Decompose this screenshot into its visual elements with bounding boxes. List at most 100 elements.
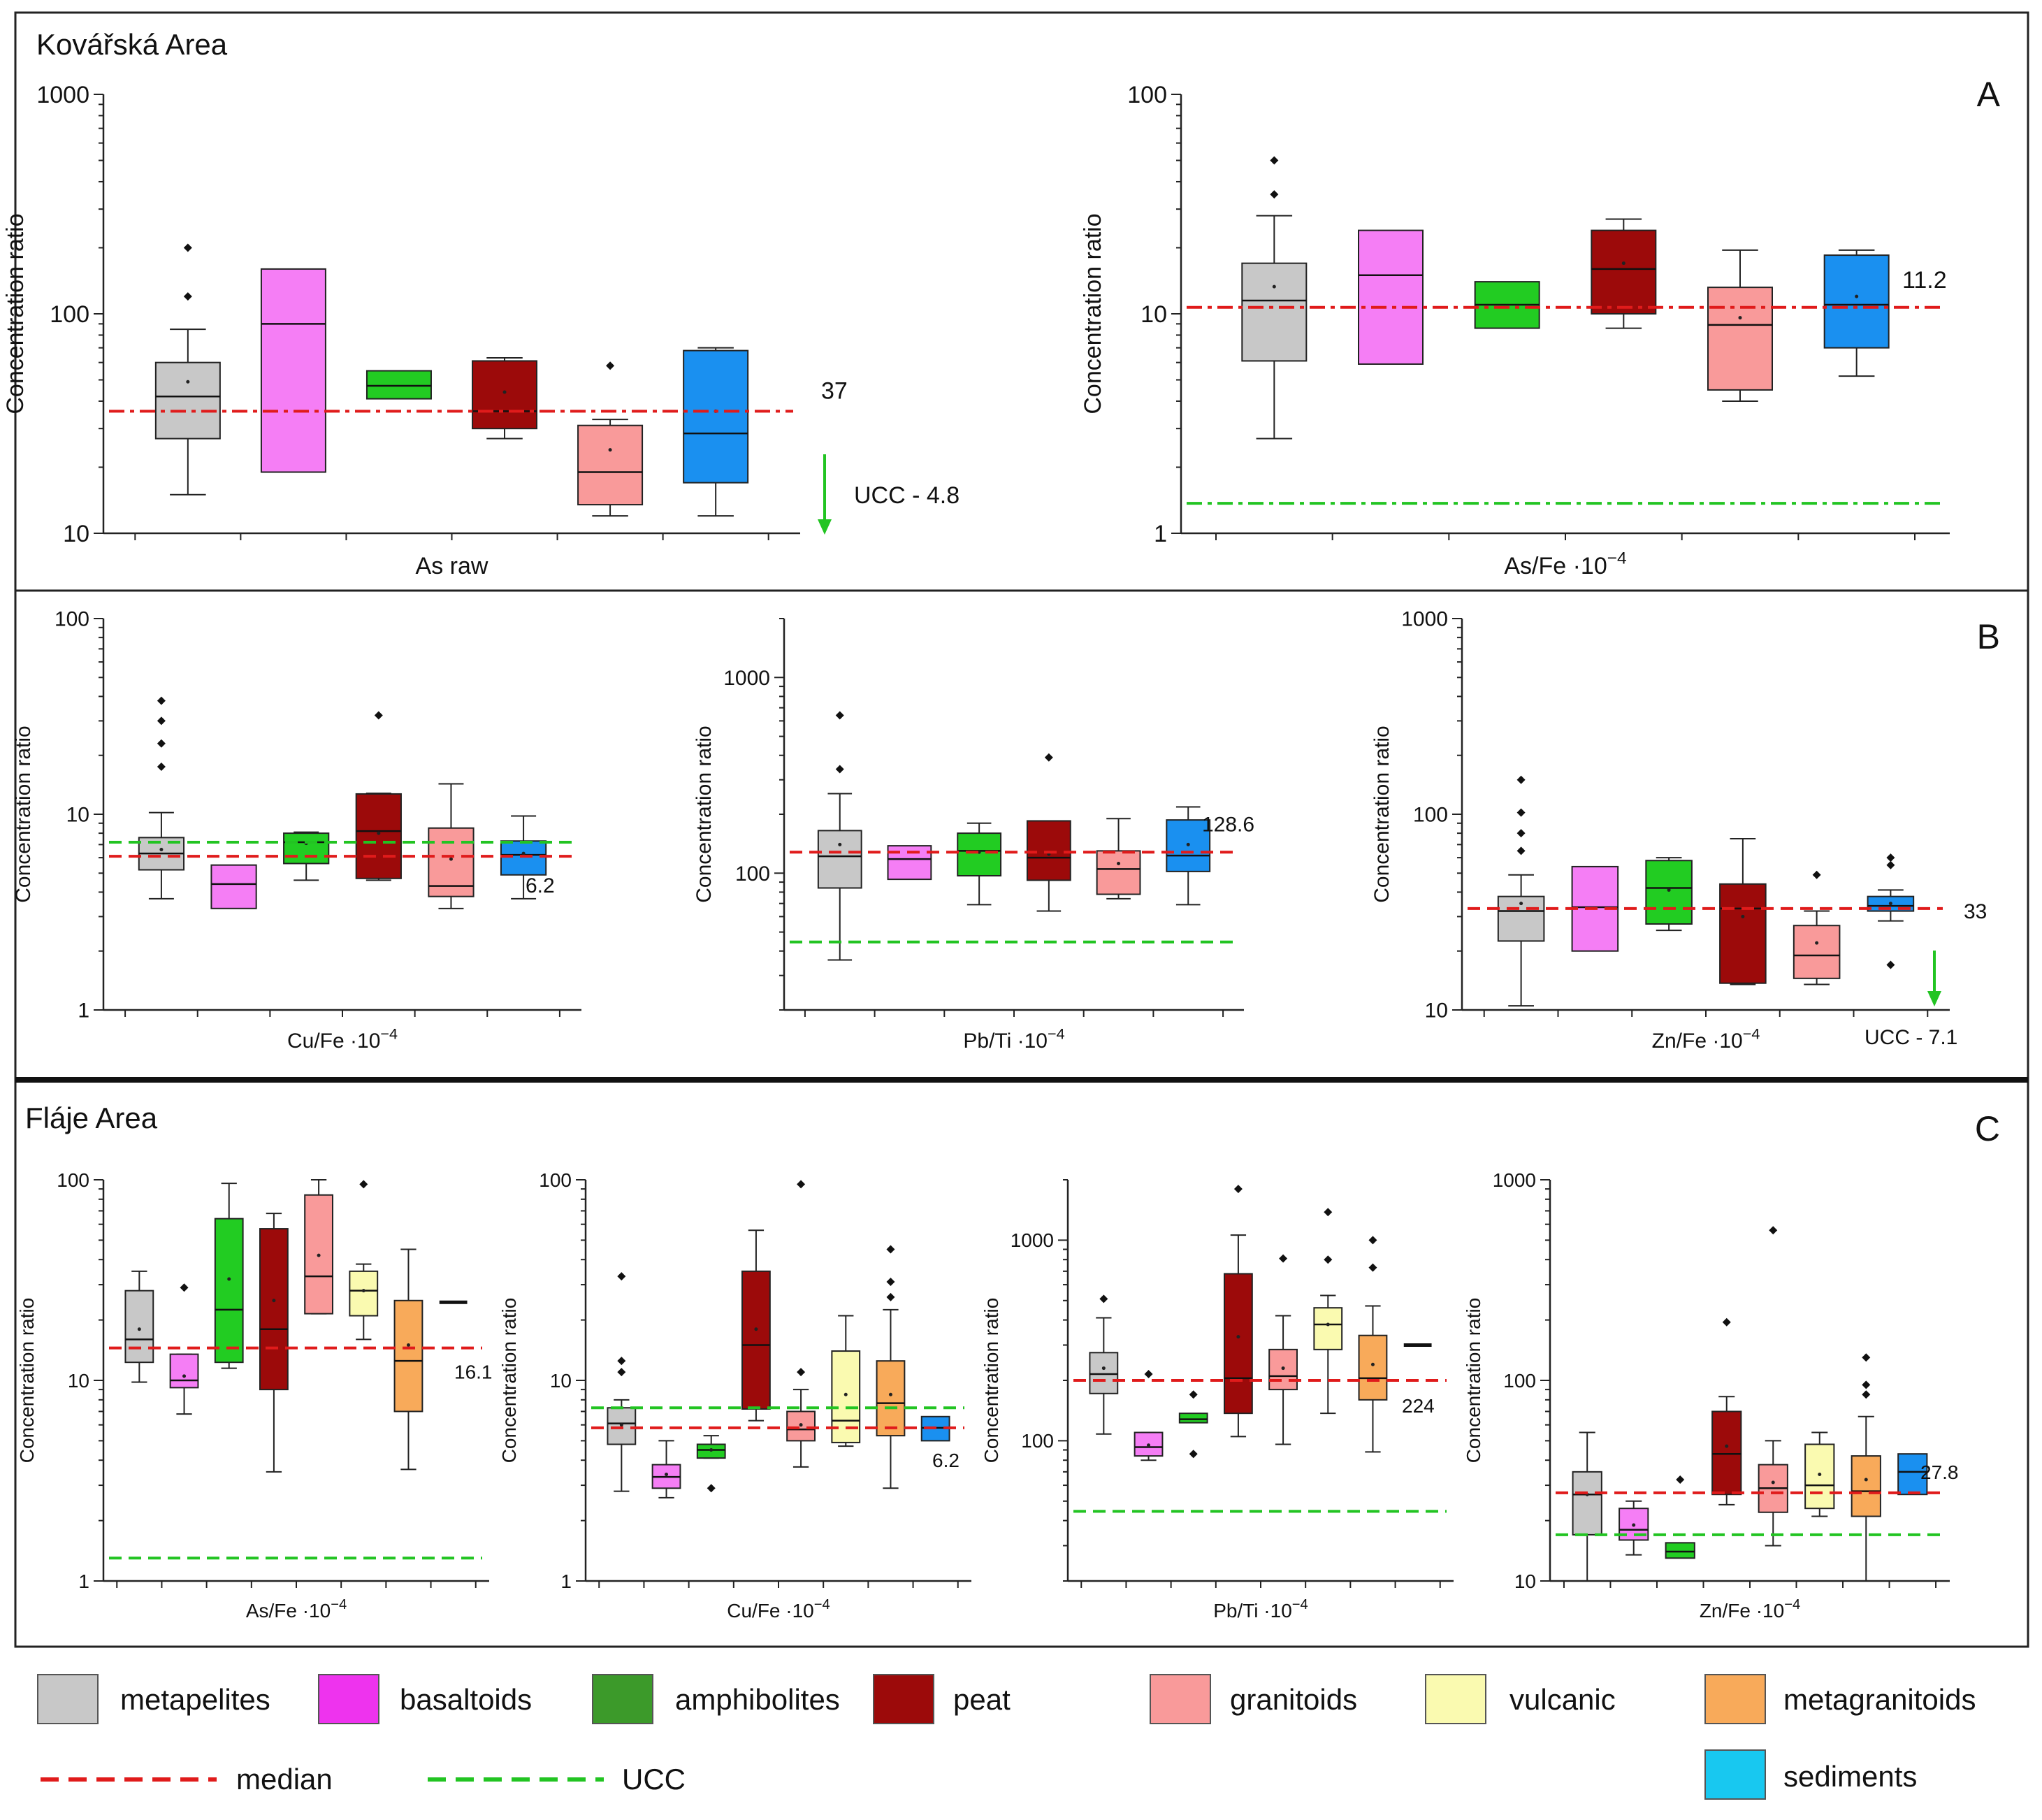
box-iqr [472, 360, 538, 430]
y-axis-label: Concentration ratio [693, 725, 716, 902]
y-axis-label: Concentration ratio [16, 1298, 38, 1464]
outlier [1862, 1390, 1871, 1399]
y-tick-label: 100 [539, 1169, 572, 1191]
box-basaltoids [651, 1440, 681, 1498]
box-metapelites [607, 1272, 637, 1492]
box-granitoids [1707, 249, 1773, 402]
box-metapelites [124, 1270, 154, 1383]
outlier [1516, 846, 1526, 855]
legend-label-metagranitoids: metagranitoids [1783, 1683, 1976, 1716]
box-mean [888, 1392, 892, 1396]
x-axis-label: As/Fe ·10−4 [1504, 549, 1626, 579]
chart-c3: 100 1000 Concentration ratio Pb/Ti ·10−4 224 [980, 1179, 1454, 1622]
y-tick-label: 1000 [1401, 608, 1448, 631]
box-granitoids [304, 1179, 333, 1315]
box-mean [843, 1392, 848, 1396]
box-peat [1719, 837, 1767, 985]
box-iqr [957, 832, 1002, 876]
box-iqr [365, 370, 432, 400]
y-tick-label: 1000 [723, 667, 770, 690]
legend-label-peat: peat [953, 1683, 1011, 1716]
y-axis-label: Concentration ratio [1080, 213, 1106, 414]
median-reference-label: 6.2 [932, 1450, 960, 1471]
x-axis-label-base: As/Fe ·10 [246, 1600, 331, 1622]
ucc-arrow-head [818, 519, 832, 535]
y-axis-label: Concentration ratio [1463, 1298, 1484, 1464]
outlier [886, 1245, 895, 1254]
box-mean [665, 1472, 669, 1476]
box-metagranitoids [1358, 1236, 1388, 1453]
box-peat [1026, 753, 1071, 912]
box-metapelites [1241, 156, 1308, 440]
box-iqr [259, 1228, 289, 1391]
legend-swatch-amphibolites [592, 1674, 653, 1724]
outlier [1270, 190, 1279, 199]
box-mean [709, 1448, 714, 1452]
ucc-arrow-head [1927, 991, 1941, 1006]
outlier [1044, 753, 1053, 762]
box-mean [1632, 1523, 1636, 1527]
box-mean [799, 1423, 803, 1427]
box-iqr [500, 840, 547, 876]
box-mean [449, 857, 453, 861]
outlier [1189, 1390, 1198, 1399]
outlier [157, 716, 166, 725]
box-amphibolites [1474, 281, 1540, 329]
y-axis-label: Concentration ratio [12, 725, 35, 902]
outlier [1368, 1236, 1377, 1245]
box-granitoids [786, 1180, 816, 1468]
box-iqr [1572, 1471, 1602, 1536]
outlier [1099, 1294, 1108, 1303]
y-tick-label: 100 [1413, 804, 1448, 827]
outlier [1516, 775, 1526, 784]
y-tick-label: 1 [1154, 521, 1167, 547]
box-mean [227, 1277, 231, 1281]
median-reference-label: 33 [1964, 900, 1987, 923]
y-tick-label: 10 [1141, 301, 1167, 328]
outlier [1886, 853, 1895, 862]
box-mean [1888, 902, 1892, 906]
box-basaltoids [169, 1283, 199, 1415]
outlier [835, 765, 844, 774]
box-sediments [500, 815, 547, 900]
box-mean [1864, 1478, 1868, 1482]
box-basaltoids [210, 864, 257, 909]
box-amphibolites [214, 1183, 244, 1369]
box-iqr [1178, 1413, 1208, 1424]
box-metapelites [1497, 775, 1545, 1007]
chart-b3: 10 100 1000 Concentration ratio Zn/Fe ·10−4 3… [1370, 608, 1987, 1053]
box-metagranitoids [1851, 1353, 1881, 1582]
x-axis-label-base: Pb/Ti ·10 [1213, 1600, 1292, 1622]
box-mean [406, 1343, 410, 1347]
outlier [1144, 1369, 1153, 1378]
box-mean [1771, 1480, 1775, 1485]
y-tick-label: 1000 [1011, 1229, 1054, 1251]
box-iqr [1719, 883, 1767, 984]
box-iqr [1224, 1273, 1253, 1415]
box-amphibolites [957, 822, 1002, 906]
legend-swatch-granitoids [1150, 1674, 1211, 1724]
box-metapelites [1089, 1294, 1119, 1435]
legend-swatch-peat [873, 1674, 934, 1724]
y-tick-label: 100 [1021, 1430, 1054, 1452]
box-mean [159, 848, 164, 852]
outlier [1279, 1254, 1288, 1263]
outlier [1233, 1185, 1243, 1194]
x-axis-label: Pb/Ti ·10−4 [1213, 1597, 1308, 1622]
y-tick-label: 100 [735, 862, 770, 886]
outlier [180, 1283, 189, 1292]
box-basaltoids [1134, 1369, 1164, 1461]
chart-a2: 1 10 100 Concentration ratio As/Fe ·10−4 11.2 [1080, 82, 1950, 579]
outlier [1676, 1475, 1685, 1485]
box-sediments [1823, 249, 1890, 377]
ucc-note: UCC - 4.8 [854, 482, 960, 509]
box-iqr [260, 268, 326, 473]
box-iqr [1707, 287, 1773, 391]
box-amphibolites [1178, 1390, 1208, 1459]
legend-label-median: median [236, 1763, 333, 1796]
box-iqr [1096, 850, 1141, 895]
y-tick-label: 10 [68, 1370, 89, 1392]
box-iqr [1241, 262, 1308, 362]
box-granitoids [1758, 1226, 1788, 1547]
outlier [1189, 1450, 1198, 1459]
